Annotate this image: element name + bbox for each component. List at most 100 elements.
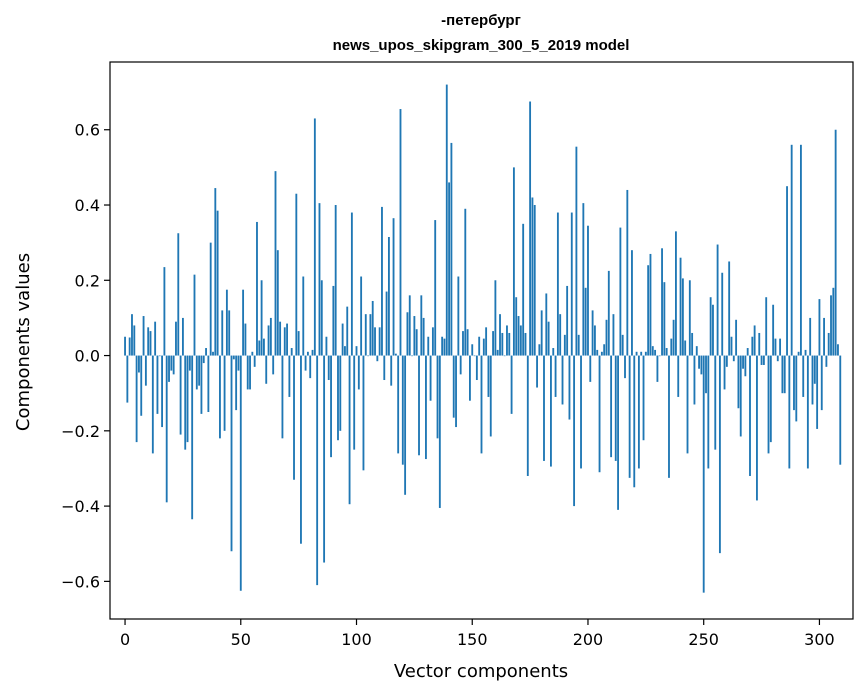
- bar: [561, 355, 564, 405]
- bar: [126, 355, 129, 403]
- bar: [749, 355, 751, 476]
- bar: [651, 346, 654, 356]
- bar: [587, 225, 589, 356]
- bar: [554, 355, 557, 397]
- bar: [596, 349, 599, 356]
- bar: [538, 344, 541, 356]
- bar: [830, 295, 832, 356]
- bar: [260, 280, 263, 356]
- bar: [156, 355, 159, 414]
- bar: [175, 321, 177, 356]
- bar: [672, 319, 675, 356]
- bar: [332, 285, 335, 356]
- bar: [776, 355, 779, 362]
- bar: [288, 355, 291, 397]
- bar: [323, 355, 326, 563]
- bar: [688, 280, 691, 356]
- bar: [714, 355, 717, 450]
- bar: [739, 355, 742, 437]
- bar: [707, 355, 710, 469]
- bar: [401, 355, 404, 465]
- bar: [496, 349, 499, 356]
- bar: [577, 334, 580, 356]
- bar: [392, 218, 395, 356]
- bar: [195, 355, 198, 390]
- bar: [603, 344, 606, 356]
- bar: [466, 329, 469, 356]
- bar: [244, 323, 247, 356]
- bar: [779, 338, 782, 356]
- bar: [348, 355, 351, 505]
- bar: [661, 248, 663, 356]
- bar: [811, 355, 814, 405]
- bar: [788, 355, 791, 469]
- bar: [142, 316, 145, 356]
- bar: [728, 261, 731, 356]
- bar: [420, 295, 423, 356]
- bar: [695, 346, 698, 356]
- bar: [184, 355, 187, 450]
- bar: [568, 355, 571, 420]
- bar: [762, 355, 765, 365]
- bar: [744, 355, 747, 377]
- bar: [837, 344, 839, 356]
- bar: [309, 355, 312, 379]
- bar: [200, 355, 203, 414]
- bar: [536, 355, 538, 388]
- bar: [769, 355, 772, 443]
- bar: [441, 336, 444, 356]
- bar: [742, 355, 744, 369]
- bar: [802, 355, 805, 397]
- bar: [327, 355, 330, 381]
- bar: [350, 212, 353, 356]
- bar: [237, 355, 240, 371]
- bar: [686, 355, 689, 454]
- bar: [450, 142, 453, 356]
- bar: [378, 327, 381, 356]
- bar: [506, 325, 508, 356]
- bar: [665, 348, 668, 356]
- bar: [677, 355, 680, 397]
- bar: [559, 314, 562, 356]
- bar: [436, 355, 439, 439]
- bar: [427, 336, 430, 356]
- bar: [360, 276, 363, 356]
- bar: [219, 355, 221, 439]
- bar: [170, 355, 173, 371]
- bar: [543, 355, 545, 461]
- bar: [501, 332, 504, 356]
- bar: [357, 355, 360, 390]
- bar: [823, 317, 825, 356]
- bar: [413, 316, 416, 356]
- bar: [448, 182, 451, 356]
- bar: [205, 348, 207, 356]
- bar: [265, 355, 268, 384]
- bar: [462, 331, 464, 356]
- bar: [239, 355, 242, 591]
- bar: [573, 355, 576, 507]
- bar: [151, 355, 154, 454]
- bar: [482, 338, 485, 356]
- bar: [397, 355, 400, 454]
- bar: [272, 355, 275, 375]
- bar: [135, 355, 138, 443]
- x-axis-label: Vector components: [394, 661, 568, 682]
- bar: [515, 297, 518, 356]
- bar: [318, 203, 321, 356]
- bar: [140, 355, 143, 416]
- bar: [531, 197, 534, 356]
- bar: [283, 327, 286, 356]
- bar: [582, 203, 585, 356]
- bar: [443, 338, 446, 356]
- x-tick-label: 100: [341, 630, 372, 649]
- bar: [193, 274, 196, 356]
- bar: [253, 355, 256, 367]
- bar: [385, 291, 388, 356]
- bar: [566, 285, 569, 356]
- bar: [825, 355, 828, 367]
- bar: [364, 314, 367, 356]
- bar: [267, 325, 270, 356]
- bar: [207, 355, 210, 412]
- bar: [281, 355, 284, 439]
- bar: [286, 323, 288, 356]
